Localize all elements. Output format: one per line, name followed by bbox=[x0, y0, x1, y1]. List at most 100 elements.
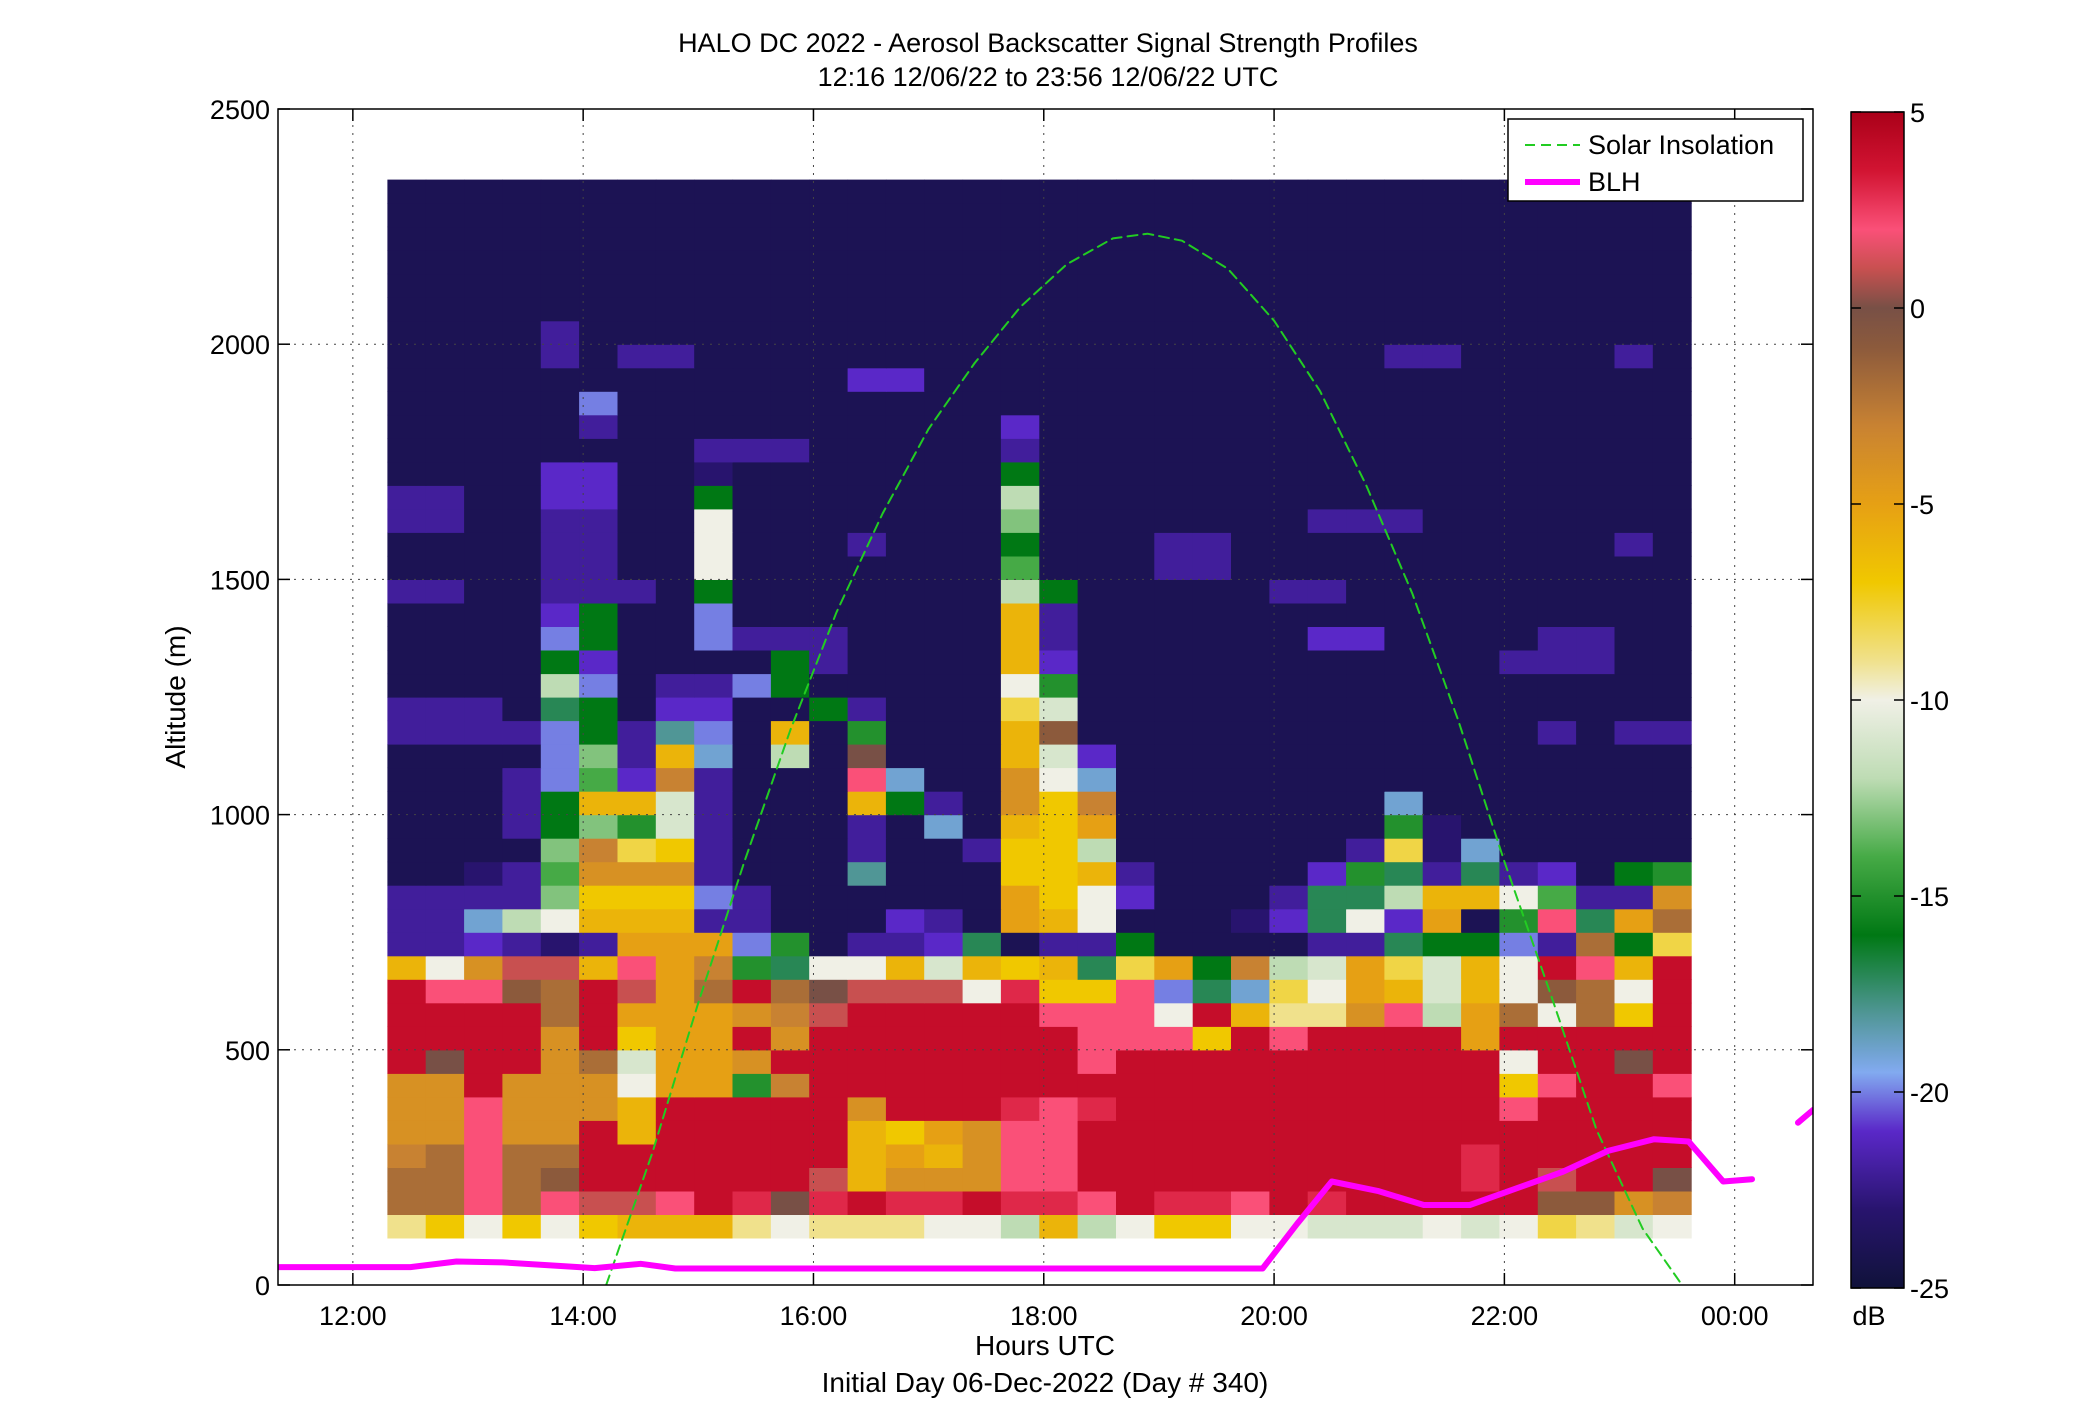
x-tick-label: 00:00 bbox=[1701, 1301, 1769, 1331]
heatmap-cell bbox=[1000, 838, 1040, 863]
heatmap-cell bbox=[464, 932, 503, 957]
heatmap-cell bbox=[540, 744, 580, 769]
heatmap-cell bbox=[694, 414, 734, 439]
heatmap-cell bbox=[655, 650, 695, 675]
heatmap-cell bbox=[1461, 979, 1500, 1004]
heatmap-cell bbox=[1461, 1167, 1500, 1192]
heatmap-cell bbox=[1000, 1120, 1040, 1145]
heatmap-cell bbox=[1346, 885, 1385, 910]
heatmap-cell bbox=[1576, 508, 1615, 533]
heatmap-cell bbox=[387, 579, 427, 604]
heatmap-cell bbox=[1614, 744, 1654, 769]
heatmap-cell bbox=[1652, 297, 1692, 322]
heatmap-cell bbox=[617, 744, 657, 769]
heatmap-cell bbox=[1231, 838, 1270, 863]
heatmap-cell bbox=[1039, 1026, 1079, 1051]
heatmap-cell bbox=[1077, 179, 1117, 204]
heatmap-cell bbox=[885, 720, 925, 745]
heatmap-cell bbox=[962, 720, 1002, 745]
heatmap-cell bbox=[770, 673, 810, 698]
heatmap-cell bbox=[770, 297, 810, 322]
heatmap-cell bbox=[1576, 391, 1615, 416]
heatmap-cell bbox=[847, 1026, 887, 1051]
heatmap-cell bbox=[579, 1096, 618, 1121]
heatmap-cell bbox=[1652, 1026, 1692, 1051]
heatmap-cell bbox=[1307, 532, 1347, 557]
heatmap-cell bbox=[885, 367, 925, 392]
heatmap-cell bbox=[809, 1167, 849, 1192]
heatmap-cell bbox=[962, 932, 1002, 957]
heatmap-cell bbox=[1307, 555, 1347, 580]
heatmap-cell bbox=[1614, 650, 1654, 675]
heatmap-cell bbox=[1154, 1167, 1194, 1192]
heatmap-cell bbox=[1039, 697, 1079, 722]
heatmap-cell bbox=[540, 438, 580, 463]
heatmap-cell bbox=[1154, 955, 1194, 980]
heatmap-cell bbox=[1000, 697, 1040, 722]
heatmap-cell bbox=[1116, 1143, 1155, 1168]
heatmap-cell bbox=[1614, 461, 1654, 486]
heatmap-cell bbox=[1499, 1049, 1539, 1074]
heatmap-cell bbox=[809, 461, 849, 486]
heatmap-cell bbox=[847, 438, 887, 463]
heatmap-cell bbox=[1537, 203, 1577, 228]
heatmap-cell bbox=[1116, 1073, 1155, 1098]
heatmap-cell bbox=[809, 1073, 849, 1098]
heatmap-cell bbox=[1192, 532, 1232, 557]
heatmap-cell bbox=[847, 226, 887, 251]
heatmap-cell bbox=[1000, 1026, 1040, 1051]
heatmap-cell bbox=[732, 438, 772, 463]
heatmap-cell bbox=[809, 273, 849, 298]
heatmap-cell bbox=[617, 673, 657, 698]
heatmap-cell bbox=[1192, 861, 1232, 886]
heatmap-cell bbox=[1422, 485, 1462, 510]
heatmap-cell bbox=[1461, 1049, 1500, 1074]
heatmap-cell bbox=[387, 626, 427, 651]
heatmap-cell bbox=[1346, 932, 1385, 957]
heatmap-cell bbox=[1116, 673, 1155, 698]
heatmap-cell bbox=[502, 461, 542, 486]
heatmap-cell bbox=[1000, 1073, 1040, 1098]
heatmap-cell bbox=[1192, 744, 1232, 769]
heatmap-cell bbox=[1307, 838, 1347, 863]
heatmap-cell bbox=[1499, 908, 1539, 933]
heatmap-cell bbox=[1652, 320, 1692, 345]
heatmap-cell bbox=[1039, 1002, 1079, 1027]
heatmap-cell bbox=[770, 1143, 810, 1168]
heatmap-cell bbox=[1307, 767, 1347, 792]
heatmap-cell bbox=[694, 861, 734, 886]
heatmap-cell bbox=[732, 1143, 772, 1168]
heatmap-cell bbox=[655, 250, 695, 275]
heatmap-cell bbox=[1077, 1167, 1117, 1192]
heatmap-cell bbox=[962, 1143, 1002, 1168]
heatmap-cell bbox=[770, 932, 810, 957]
heatmap-cell bbox=[1116, 1096, 1155, 1121]
heatmap-cell bbox=[1652, 955, 1692, 980]
heatmap-cell bbox=[924, 203, 964, 228]
heatmap-cell bbox=[1652, 438, 1692, 463]
heatmap-cell bbox=[387, 320, 427, 345]
heatmap-cell bbox=[1192, 1026, 1232, 1051]
heatmap-cell bbox=[1307, 979, 1347, 1004]
heatmap-cell bbox=[1000, 391, 1040, 416]
heatmap-cell bbox=[425, 1167, 465, 1192]
heatmap-cell bbox=[1192, 791, 1232, 816]
heatmap-cell bbox=[847, 203, 887, 228]
heatmap-cell bbox=[962, 767, 1002, 792]
heatmap-cell bbox=[655, 555, 695, 580]
heatmap-cell bbox=[579, 1214, 618, 1239]
heatmap-cell bbox=[1537, 532, 1577, 557]
heatmap-cell bbox=[1000, 508, 1040, 533]
heatmap-cell bbox=[655, 203, 695, 228]
heatmap-cell bbox=[579, 720, 618, 745]
heatmap-cell bbox=[540, 391, 580, 416]
heatmap-cell bbox=[1576, 367, 1615, 392]
heatmap-cell bbox=[425, 1073, 465, 1098]
heatmap-cell bbox=[1614, 908, 1654, 933]
heatmap-cell bbox=[655, 1120, 695, 1145]
heatmap-cell bbox=[1307, 579, 1347, 604]
heatmap-cell bbox=[502, 1073, 542, 1098]
heatmap-cell bbox=[847, 1214, 887, 1239]
heatmap-cell bbox=[962, 908, 1002, 933]
heatmap-cell bbox=[694, 885, 734, 910]
